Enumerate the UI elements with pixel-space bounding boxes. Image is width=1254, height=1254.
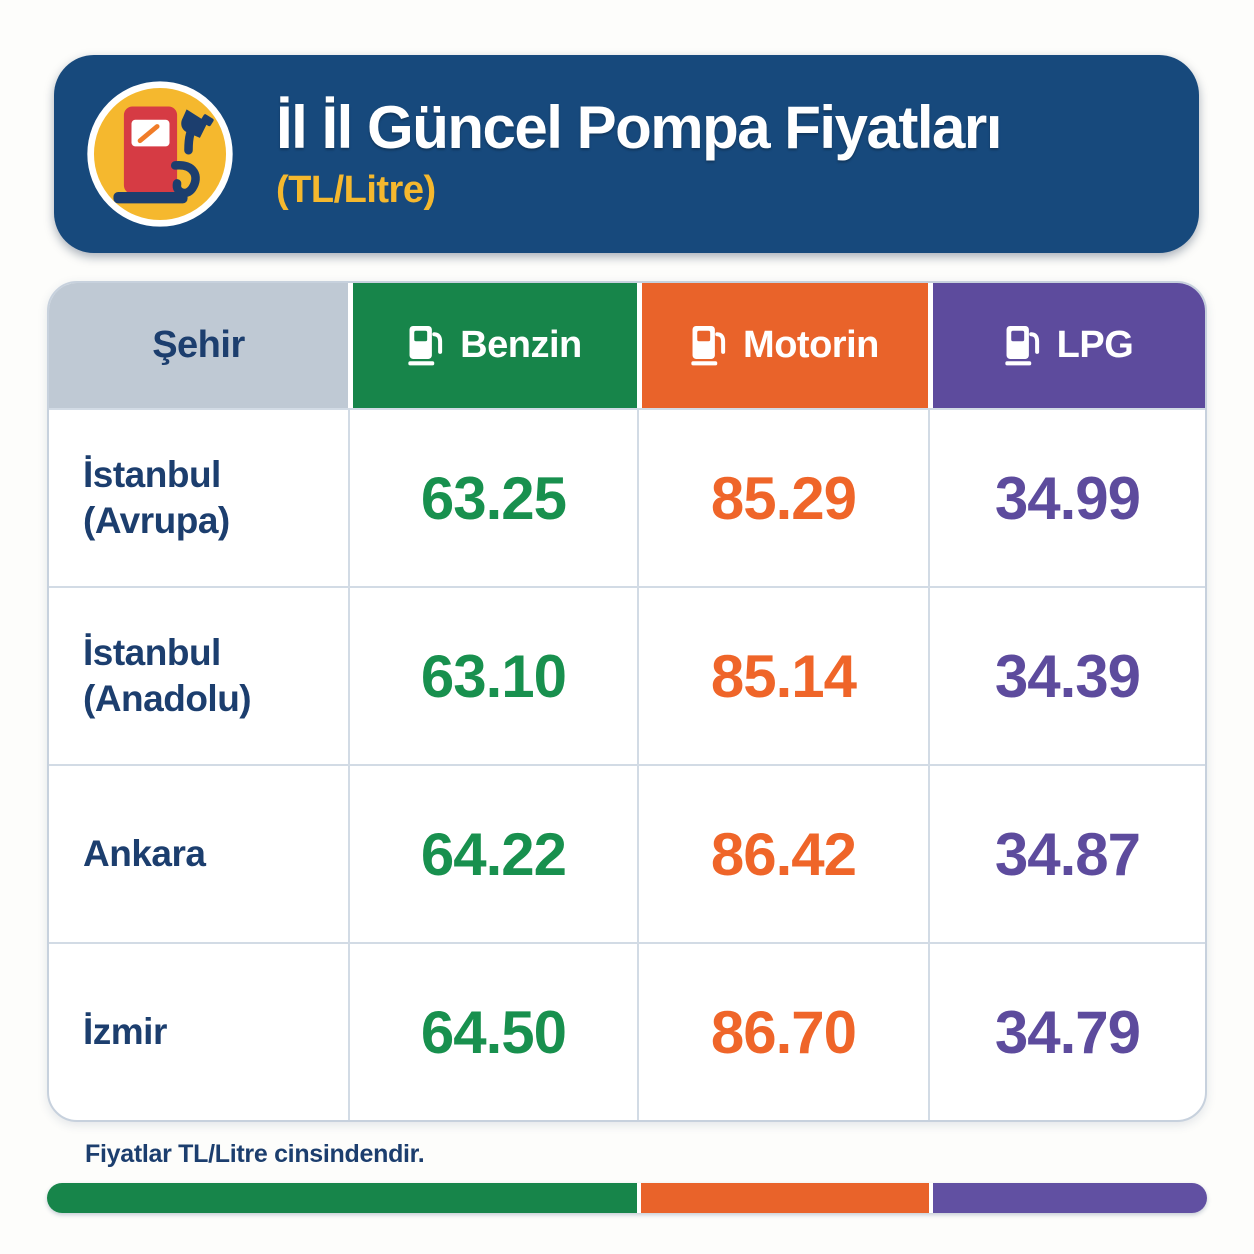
lpg-price: 34.87 [927, 766, 1205, 942]
table-row: Ankara 64.22 86.42 34.87 [49, 764, 1205, 942]
motorin-price: 85.29 [636, 410, 928, 586]
table-row: İstanbul (Anadolu) 63.10 85.14 34.39 [49, 586, 1205, 764]
footer-color-bar [47, 1183, 1207, 1213]
column-header-benzin: Benzin [347, 283, 637, 408]
footer-note: Fiyatlar TL/Litre cinsindendir. [85, 1140, 425, 1168]
header-titles: İl İl Güncel Pompa Fiyatları (TL/Litre) [276, 94, 1002, 212]
bar-segment-lpg [929, 1183, 1207, 1213]
benzin-price: 64.22 [347, 766, 637, 942]
benzin-price: 64.50 [347, 944, 637, 1120]
lpg-price: 34.79 [927, 944, 1205, 1120]
bar-segment-benzin [47, 1183, 637, 1213]
column-header-motorin: Motorin [636, 283, 928, 408]
lpg-price: 34.99 [927, 410, 1205, 586]
fuel-pump-logo-icon [84, 78, 236, 230]
table-row: İstanbul (Avrupa) 63.25 85.29 34.99 [49, 408, 1205, 586]
fuel-pump-icon [408, 325, 443, 365]
column-header-lpg: LPG [927, 283, 1205, 408]
header-banner: İl İl Güncel Pompa Fiyatları (TL/Litre) [54, 55, 1199, 253]
column-header-city-label: Şehir [152, 324, 245, 366]
motorin-price: 86.70 [636, 944, 928, 1120]
table-header-row: Şehir Benzin Motorin [49, 283, 1205, 408]
column-header-city: Şehir [49, 283, 348, 408]
bar-segment-motorin [637, 1183, 929, 1213]
motorin-price: 85.14 [636, 588, 928, 764]
motorin-price: 86.42 [636, 766, 928, 942]
fuel-pump-icon [691, 325, 726, 365]
city-cell: İstanbul (Anadolu) [83, 631, 252, 719]
city-cell: Ankara [83, 832, 206, 874]
page-subtitle: (TL/Litre) [276, 169, 436, 211]
benzin-price: 63.25 [347, 410, 637, 586]
fuel-pump-icon [1005, 325, 1039, 365]
lpg-price: 34.39 [927, 588, 1205, 764]
benzin-price: 63.10 [347, 588, 637, 764]
column-header-motorin-label: Motorin [743, 324, 879, 366]
price-table: Şehir Benzin Motorin [47, 281, 1207, 1122]
city-cell: İzmir [83, 1010, 167, 1052]
table-row: İzmir 64.50 86.70 34.79 [49, 942, 1205, 1120]
page-title: İl İl Güncel Pompa Fiyatları [276, 94, 1002, 161]
column-header-benzin-label: Benzin [460, 324, 582, 366]
column-header-lpg-label: LPG [1056, 324, 1134, 366]
city-cell: İstanbul (Avrupa) [83, 453, 230, 541]
